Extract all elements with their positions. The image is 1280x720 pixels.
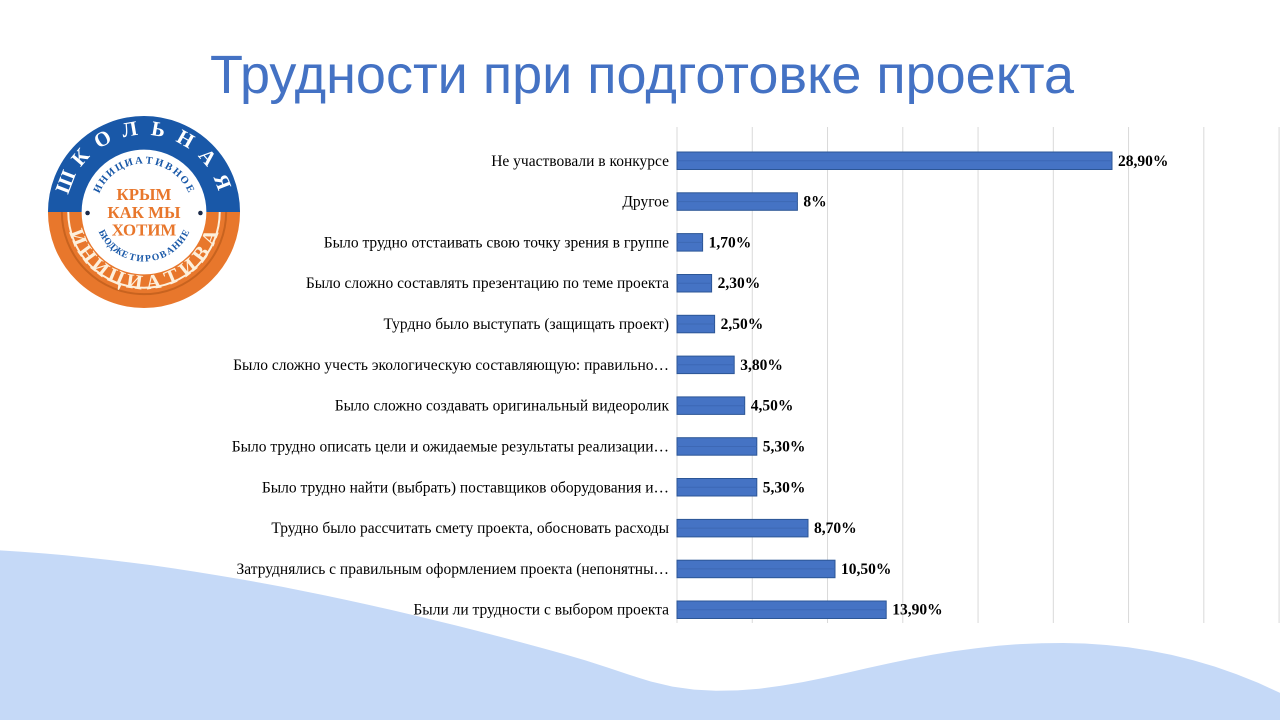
svg-text:8,70%: 8,70%	[814, 520, 857, 537]
svg-text:28,90%: 28,90%	[1118, 153, 1168, 170]
svg-text:1,70%: 1,70%	[709, 234, 752, 251]
svg-text:Было трудно найти (выбрать) по: Было трудно найти (выбрать) поставщиков …	[262, 479, 669, 496]
svg-text:10,50%: 10,50%	[841, 561, 891, 578]
svg-text:И: И	[123, 157, 134, 170]
svg-text:Было сложно создавать оригинал: Было сложно создавать оригинальный видео…	[335, 398, 670, 415]
svg-text:КАК МЫ: КАК МЫ	[107, 203, 181, 222]
svg-text:Было трудно отстаивать свою то: Было трудно отстаивать свою точку зрения…	[324, 234, 669, 251]
svg-text:И: И	[125, 270, 144, 295]
svg-text:4,50%: 4,50%	[751, 398, 794, 415]
svg-text:Было сложно учесть экологическ: Было сложно учесть экологическую составл…	[233, 357, 669, 374]
svg-text:8%: 8%	[803, 194, 826, 211]
svg-text:А: А	[144, 270, 162, 295]
svg-text:5,30%: 5,30%	[763, 439, 806, 456]
svg-text:Не участвовали в конкурсе: Не участвовали в конкурсе	[491, 153, 669, 170]
svg-text:Были ли трудности с выбором пр: Были ли трудности с выбором проекта	[413, 602, 669, 619]
svg-text:2,30%: 2,30%	[718, 275, 761, 292]
svg-text:3,80%: 3,80%	[740, 357, 783, 374]
svg-text:КРЫМ: КРЫМ	[117, 185, 172, 204]
svg-text:Затруднялись с правильным офор: Затруднялись с правильным оформлением пр…	[236, 561, 669, 578]
svg-text:Т: Т	[145, 155, 153, 167]
svg-text:ХОТИМ: ХОТИМ	[112, 221, 177, 240]
svg-text:И: И	[154, 157, 165, 170]
svg-text:А: А	[135, 155, 144, 167]
svg-text:5,30%: 5,30%	[763, 479, 806, 496]
svg-text:Было трудно описать цели и ожи: Было трудно описать цели и ожидаемые рез…	[232, 439, 669, 456]
svg-text:13,90%: 13,90%	[892, 602, 942, 619]
svg-text:Трудно было рассчитать смету п: Трудно было рассчитать смету проекта, об…	[271, 520, 669, 537]
svg-text:2,50%: 2,50%	[721, 316, 764, 333]
svg-text:Было сложно составлять презент: Было сложно составлять презентацию по те…	[306, 275, 669, 292]
svg-text:И: И	[136, 253, 145, 265]
svg-text:Другое: Другое	[622, 194, 669, 211]
svg-text:Е: Е	[183, 183, 196, 194]
svg-text:Турдно было выступать (защищат: Турдно было выступать (защищать проект)	[383, 316, 669, 333]
